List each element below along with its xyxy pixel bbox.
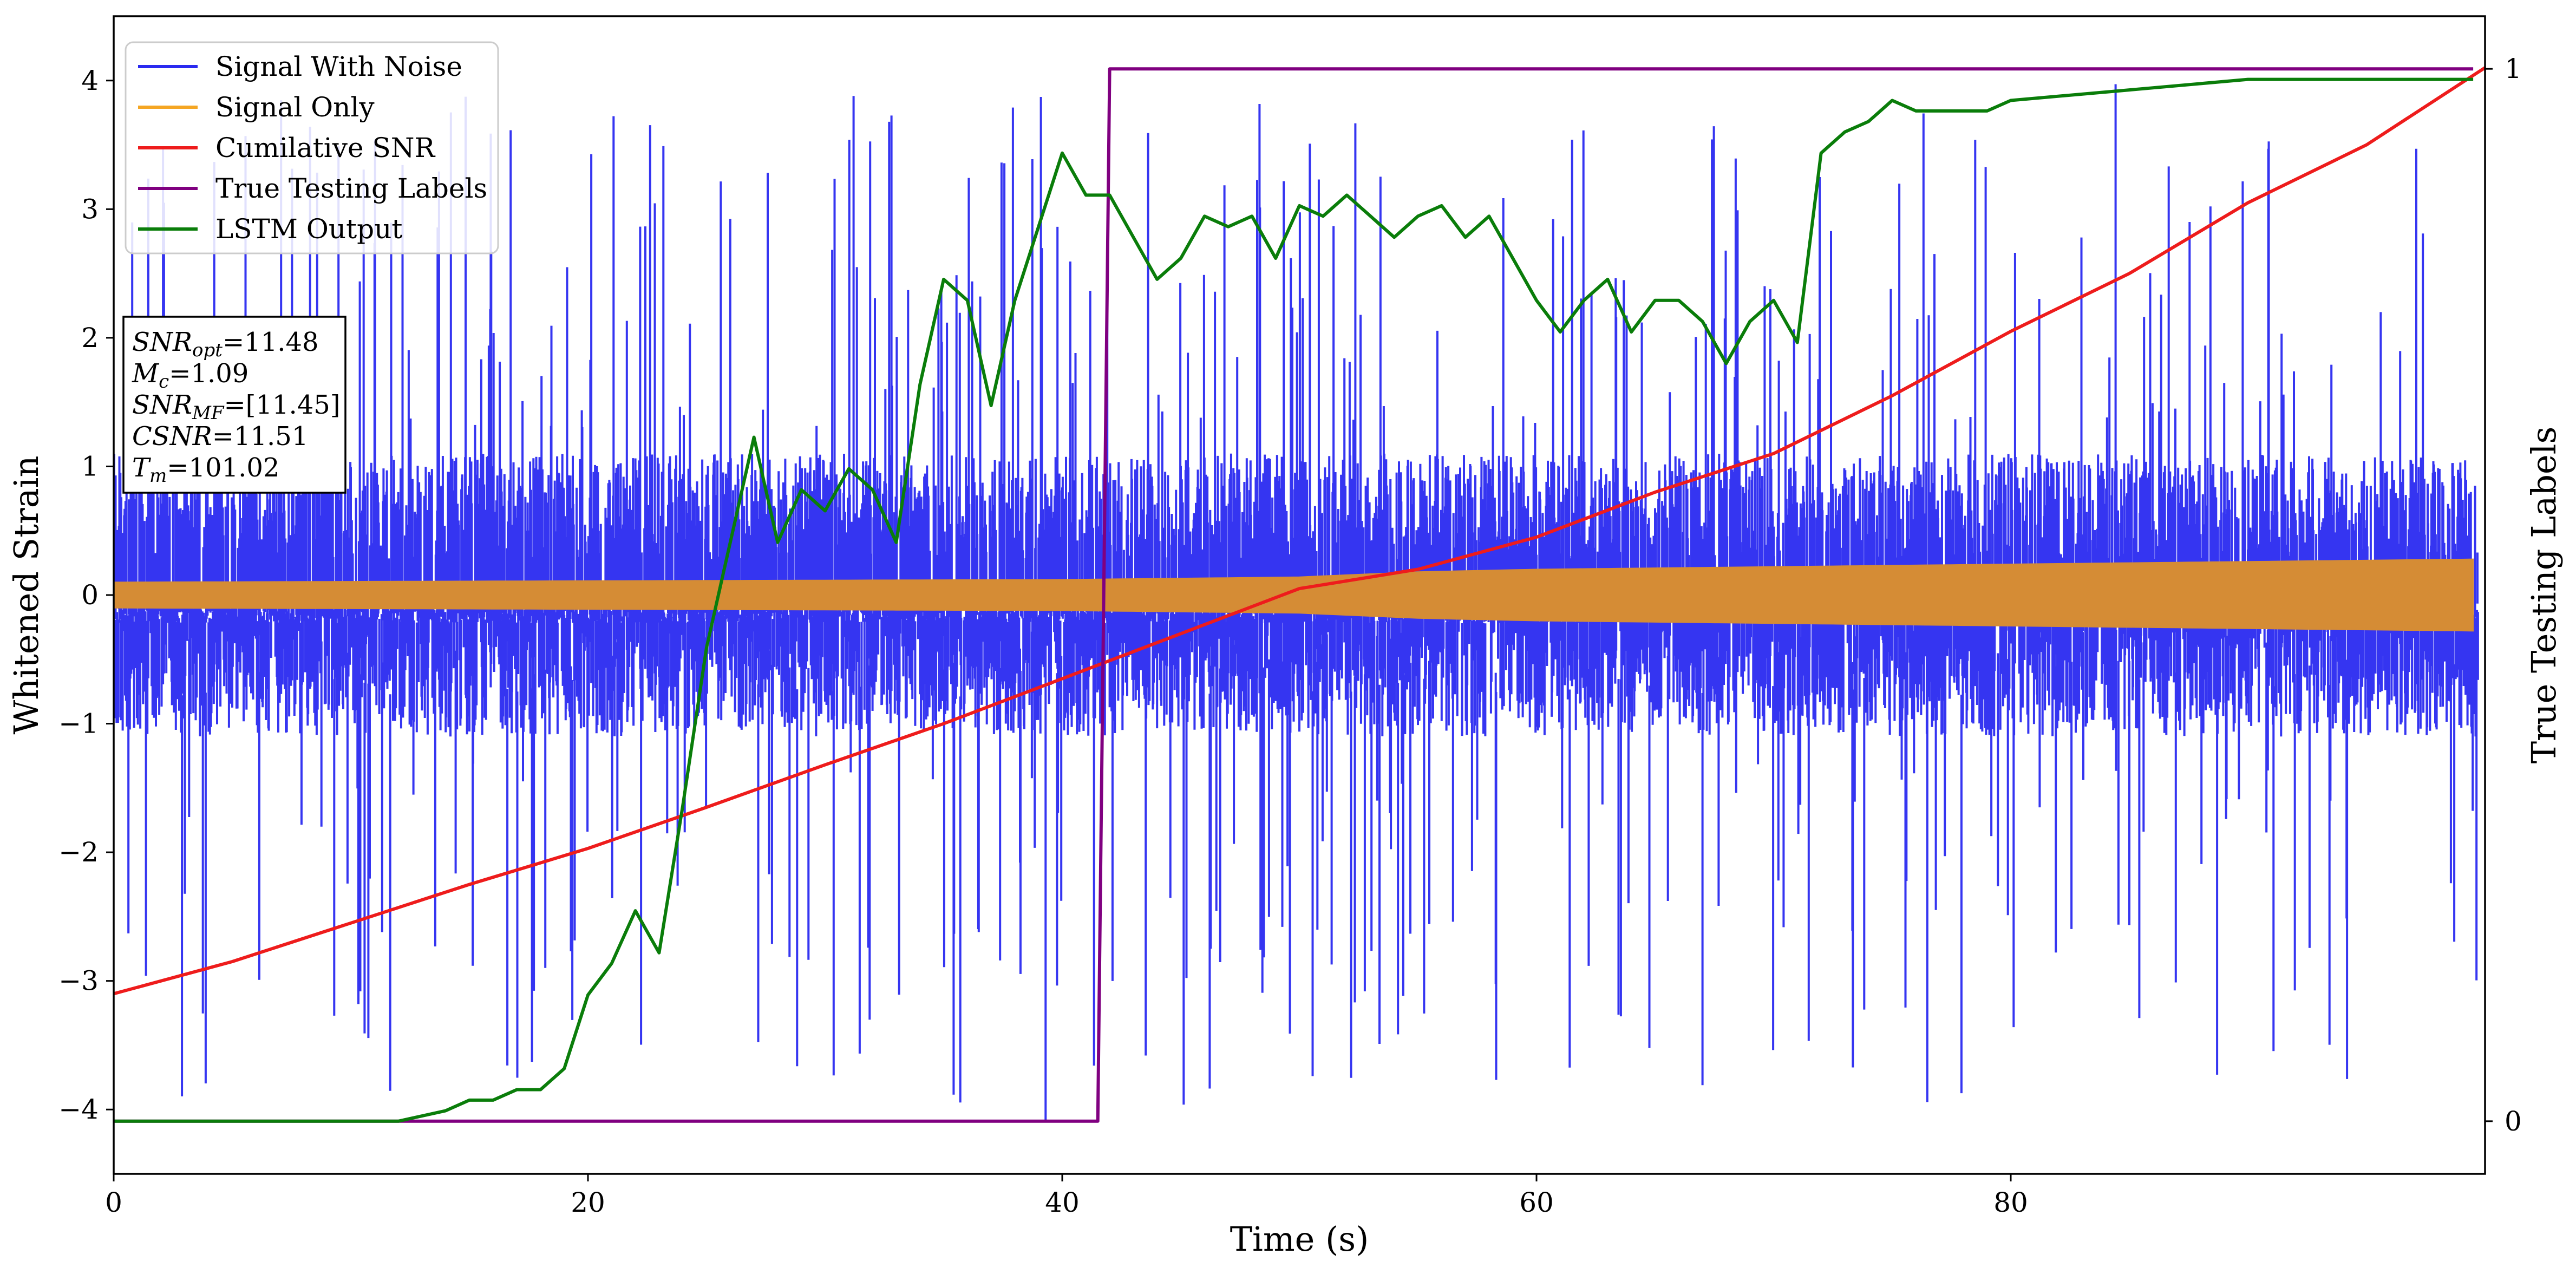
y2-tick-label: 1: [2505, 53, 2522, 84]
x-axis-title: Time (s): [1230, 1219, 1369, 1259]
y-tick-label: 4: [81, 65, 99, 96]
data-layer: [114, 66, 2485, 1123]
legend-label: Signal Only: [215, 92, 375, 123]
y-tick-label: 1: [81, 450, 99, 482]
y-tick-label: 3: [81, 193, 99, 225]
info-box-line: Mc=1.09: [132, 358, 249, 393]
y-tick-label: −3: [58, 965, 99, 997]
info-box-line: SNRMF=[11.45]: [132, 390, 341, 424]
x-tick-label: 40: [1045, 1187, 1080, 1218]
series-lstm-output: [114, 77, 2474, 1123]
legend-label: LSTM Output: [215, 213, 402, 245]
y-tick-label: −2: [58, 837, 99, 868]
info-box-line: SNRopt=11.48: [132, 327, 319, 361]
info-box-line: Tm=101.02: [132, 453, 279, 487]
y-tick-label: 2: [81, 322, 99, 354]
legend-box: [125, 41, 499, 254]
y-tick-label: 0: [81, 579, 99, 611]
series-true-testing-labels: [114, 67, 2474, 1123]
legend-label: True Testing Labels: [215, 173, 487, 204]
x-tick-label: 0: [105, 1187, 122, 1218]
legend-label: Signal With Noise: [215, 51, 462, 82]
series-cumilative-snr: [114, 66, 2485, 996]
info-box-line: CSNR=11.51: [132, 421, 308, 452]
legend-label: Cumilative SNR: [215, 132, 435, 164]
snr-info-box: SNRopt=11.48Mc=1.09SNRMF=[11.45]CSNR=11.…: [122, 316, 346, 494]
x-tick-label: 20: [571, 1187, 605, 1218]
x-tick-label: 80: [1993, 1187, 2028, 1218]
series-signal-only: [114, 558, 2474, 632]
info-box-frame: [122, 316, 346, 494]
x-tick-label: 60: [1519, 1187, 1554, 1218]
y2-axis-title: True Testing Labels: [2524, 427, 2564, 764]
y-tick-label: −4: [58, 1094, 99, 1125]
legend: Signal With Noise Signal Only Cumilative S…: [125, 41, 499, 254]
series-signal-with-noise: [114, 84, 2479, 1122]
y-tick-label: −1: [58, 708, 99, 740]
y-axis-title: Whitened Strain: [6, 456, 46, 735]
y2-tick-label: 0: [2505, 1106, 2522, 1137]
